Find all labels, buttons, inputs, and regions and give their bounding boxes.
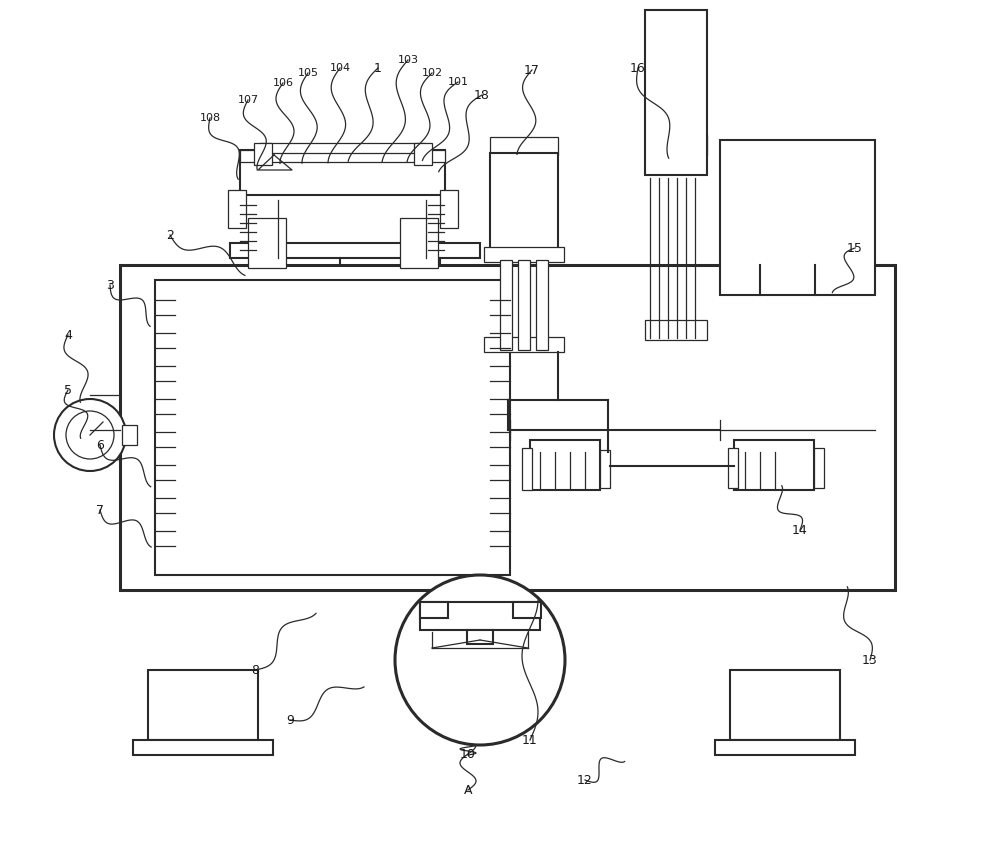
Bar — [645, 135, 707, 155]
Text: 11: 11 — [522, 734, 538, 746]
Bar — [420, 602, 540, 630]
Text: 14: 14 — [792, 524, 808, 537]
Bar — [730, 670, 840, 740]
Bar — [728, 448, 738, 488]
Text: 3: 3 — [106, 278, 114, 291]
Bar — [645, 10, 707, 175]
Text: 13: 13 — [862, 654, 878, 666]
Bar — [814, 448, 824, 488]
Bar — [484, 337, 564, 352]
Bar — [500, 260, 512, 350]
Text: 2: 2 — [166, 228, 174, 241]
Bar — [228, 190, 246, 228]
Text: 5: 5 — [64, 384, 72, 396]
Bar — [484, 247, 564, 262]
Bar — [260, 143, 425, 153]
Text: 8: 8 — [251, 664, 259, 677]
Circle shape — [66, 411, 114, 459]
Text: 102: 102 — [421, 68, 443, 78]
Circle shape — [54, 399, 126, 471]
Text: 17: 17 — [524, 64, 540, 76]
Bar — [720, 140, 875, 295]
Text: 10: 10 — [460, 749, 476, 762]
Bar — [248, 218, 286, 268]
Text: 106: 106 — [272, 78, 294, 88]
Text: 104: 104 — [329, 63, 351, 73]
Bar — [530, 440, 600, 490]
Text: 7: 7 — [96, 503, 104, 516]
Bar — [440, 190, 458, 228]
Text: 16: 16 — [630, 61, 646, 75]
Bar — [490, 153, 558, 258]
Text: 15: 15 — [847, 241, 863, 255]
Text: 9: 9 — [286, 713, 294, 727]
Bar — [148, 670, 258, 740]
Bar — [467, 630, 493, 644]
Bar — [230, 243, 480, 258]
Bar — [490, 137, 558, 155]
Bar — [715, 740, 855, 755]
Bar — [240, 150, 445, 195]
Bar — [522, 448, 532, 490]
Bar — [734, 440, 814, 490]
Text: 1: 1 — [374, 61, 382, 75]
Text: 103: 103 — [398, 55, 418, 65]
Text: 6: 6 — [96, 438, 104, 452]
Circle shape — [395, 575, 565, 745]
Bar — [513, 602, 541, 618]
Text: 4: 4 — [64, 329, 72, 341]
Bar — [400, 218, 438, 268]
Text: 12: 12 — [577, 773, 593, 786]
Bar — [518, 260, 530, 350]
Bar — [645, 320, 707, 340]
Bar — [414, 143, 432, 165]
Text: 18: 18 — [474, 88, 490, 102]
Text: 101: 101 — [448, 77, 468, 87]
Text: 107: 107 — [237, 95, 259, 105]
Bar — [122, 425, 137, 445]
Bar — [120, 265, 895, 590]
Text: 105: 105 — [298, 68, 318, 78]
Text: 108: 108 — [199, 113, 221, 123]
Bar — [155, 280, 510, 575]
Bar — [420, 602, 448, 618]
Bar — [600, 450, 610, 488]
Bar — [536, 260, 548, 350]
Bar — [240, 150, 445, 162]
Text: A: A — [464, 784, 472, 796]
Bar — [254, 143, 272, 165]
Bar — [133, 740, 273, 755]
